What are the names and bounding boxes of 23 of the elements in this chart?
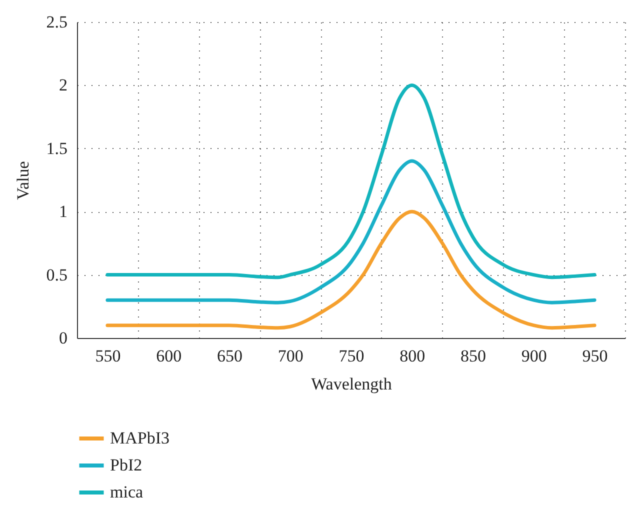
x-tick-label: 750 — [338, 346, 364, 366]
y-tick-label: 2.5 — [46, 12, 68, 32]
legend-label: MAPbI3 — [110, 428, 170, 448]
line-series — [106, 83, 596, 280]
y-tick-label: 0 — [59, 328, 68, 348]
x-tick-label: 600 — [156, 346, 182, 366]
x-tick-label: 550 — [95, 346, 121, 366]
legend-label: mica — [110, 482, 144, 502]
x-tick-label: 700 — [278, 346, 304, 366]
y-axis-title: Value — [13, 161, 32, 200]
x-tick-label: 800 — [400, 346, 426, 366]
x-tick-label: 850 — [460, 346, 486, 366]
y-tick-label: 2 — [59, 76, 68, 95]
x-axis-title: Wavelength — [311, 374, 392, 394]
y-tick-label: 1.5 — [46, 138, 68, 158]
legend-label: PbI2 — [110, 456, 142, 474]
line-series — [106, 210, 596, 330]
x-tick-label: 900 — [521, 346, 547, 366]
y-tick-label: 1 — [59, 202, 68, 222]
line-series — [106, 159, 596, 304]
y-tick-label: 0.5 — [46, 265, 68, 284]
x-tick-label: 650 — [216, 346, 242, 366]
x-tick-label: 950 — [582, 346, 608, 366]
